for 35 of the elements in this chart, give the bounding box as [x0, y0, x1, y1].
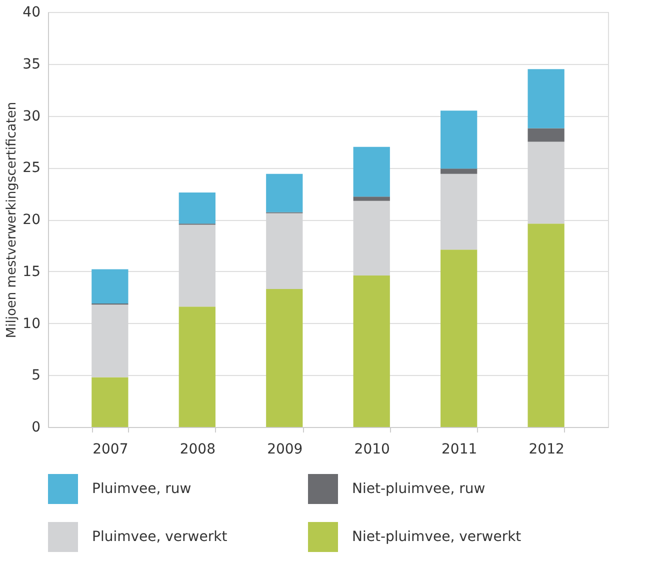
y-tick-label: 20 [22, 212, 40, 228]
y-tick-label: 25 [22, 160, 40, 176]
y-tick-label: 5 [32, 368, 40, 384]
bar [92, 377, 128, 427]
x-tick-label: 2007 [92, 442, 128, 458]
bar [353, 146, 390, 197]
bar [528, 69, 564, 128]
bar [178, 306, 216, 427]
legend-label: Niet-pluimvee, ruw [352, 481, 486, 497]
bar [528, 128, 564, 142]
y-tick-label: 35 [22, 56, 40, 72]
bar [440, 250, 478, 427]
x-tick-label: 2009 [267, 442, 303, 458]
x-tick-label: 2008 [180, 442, 216, 458]
bar [440, 168, 478, 174]
bar [92, 269, 128, 304]
bar [528, 224, 564, 427]
y-tick-label: 40 [22, 4, 40, 20]
bar [353, 276, 390, 427]
bar [178, 192, 216, 224]
y-tick-label: 30 [22, 108, 40, 124]
bar [266, 289, 303, 427]
y-tick-label: 15 [22, 264, 40, 280]
x-tick-label: 2010 [354, 442, 390, 458]
x-tick-label: 2011 [442, 442, 478, 458]
bar [440, 110, 478, 169]
legend-label: Pluimvee, verwerkt [92, 529, 228, 545]
bar [353, 196, 390, 201]
legend-label: Niet-pluimvee, verwerkt [352, 529, 522, 545]
y-tick-label: 10 [22, 316, 40, 332]
x-tick-label: 2012 [528, 442, 564, 458]
y-tick-label: 0 [32, 420, 40, 436]
y-axis-title: Miljoen mestverwerkingscertificaten [4, 102, 20, 338]
legend-label: Pluimvee, ruw [92, 481, 192, 497]
bar [266, 174, 303, 212]
